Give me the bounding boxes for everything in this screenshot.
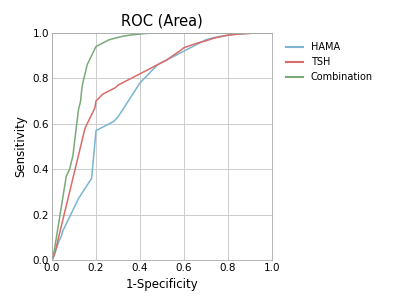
HAMA xyxy=(204,38,208,42)
HAMA xyxy=(173,54,178,57)
Combination xyxy=(79,88,84,91)
HAMA xyxy=(50,258,54,262)
TSH xyxy=(98,95,103,98)
HAMA xyxy=(89,176,94,180)
Combination xyxy=(270,31,274,35)
TSH xyxy=(78,145,83,148)
Combination xyxy=(155,31,160,35)
Combination xyxy=(204,31,208,35)
Combination xyxy=(50,258,54,262)
Line: TSH: TSH xyxy=(52,33,272,260)
HAMA xyxy=(230,33,235,36)
TSH xyxy=(84,124,88,128)
TSH xyxy=(50,258,54,262)
TSH xyxy=(66,195,71,198)
Combination xyxy=(82,72,87,76)
Combination xyxy=(61,195,66,198)
Y-axis label: Sensitivity: Sensitivity xyxy=(14,116,27,177)
Line: Combination: Combination xyxy=(52,33,272,260)
TSH xyxy=(258,31,263,35)
Line: HAMA: HAMA xyxy=(52,33,272,260)
HAMA xyxy=(160,61,164,64)
Title: ROC (Area): ROC (Area) xyxy=(121,14,203,29)
HAMA xyxy=(258,31,263,35)
TSH xyxy=(86,120,91,123)
TSH xyxy=(77,149,82,153)
TSH xyxy=(270,31,274,35)
Combination xyxy=(124,34,129,37)
Legend: HAMA, TSH, Combination: HAMA, TSH, Combination xyxy=(286,42,373,82)
HAMA xyxy=(164,58,169,62)
Combination xyxy=(58,208,63,212)
HAMA xyxy=(270,31,274,35)
X-axis label: 1-Specificity: 1-Specificity xyxy=(126,278,198,292)
